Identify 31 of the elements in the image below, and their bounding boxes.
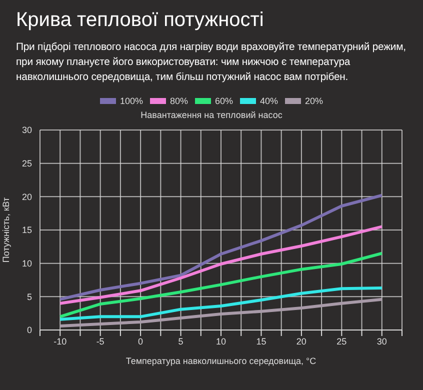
y-tick-label: 10 [22, 258, 32, 269]
x-axis-title: Температура навколишнього середовища, °C [126, 356, 317, 366]
legend-label: 80% [168, 96, 188, 106]
y-tick-label: 30 [22, 125, 32, 136]
y-tick-label: 0 [26, 325, 32, 336]
x-tick-label: -5 [96, 336, 104, 346]
legend-label: 60% [214, 96, 234, 106]
line-series [58, 252, 384, 318]
x-tick-label: 20 [296, 336, 306, 346]
legend-label: 100% [118, 96, 143, 106]
y-tick-label: 25 [22, 158, 32, 169]
line-series [58, 194, 384, 301]
line-series [58, 286, 384, 321]
y-tick-label: 15 [22, 225, 32, 236]
x-tick-label: 0 [138, 336, 144, 346]
x-tick-label: 25 [336, 336, 347, 346]
x-tick-label: 30 [376, 336, 387, 346]
x-tick-label: 15 [256, 336, 266, 346]
line-series [58, 225, 384, 305]
x-tick-label: 5 [178, 336, 184, 346]
chart-title: Крива теплової потужності [16, 9, 264, 32]
line-series [58, 298, 384, 328]
y-axis-title: Потужність, кВт [1, 197, 12, 263]
legend-label: 20% [304, 96, 324, 106]
legend-title: Навантаження на тепловий насос [140, 110, 284, 120]
x-tick-label: -10 [54, 336, 67, 346]
legend-label: 40% [259, 96, 278, 106]
chart-subtitle: При підборі теплового насоса для нагріву води враховуйте температурний режим, при якому плануєте його використовувати: чим нижчою є температура навколишнього середовища, тим більш потужний насос вам потрібен. [16, 41, 407, 85]
y-tick-label: 20 [22, 192, 32, 202]
y-tick-label: 5 [26, 292, 32, 302]
x-tick-label: 10 [216, 336, 226, 346]
